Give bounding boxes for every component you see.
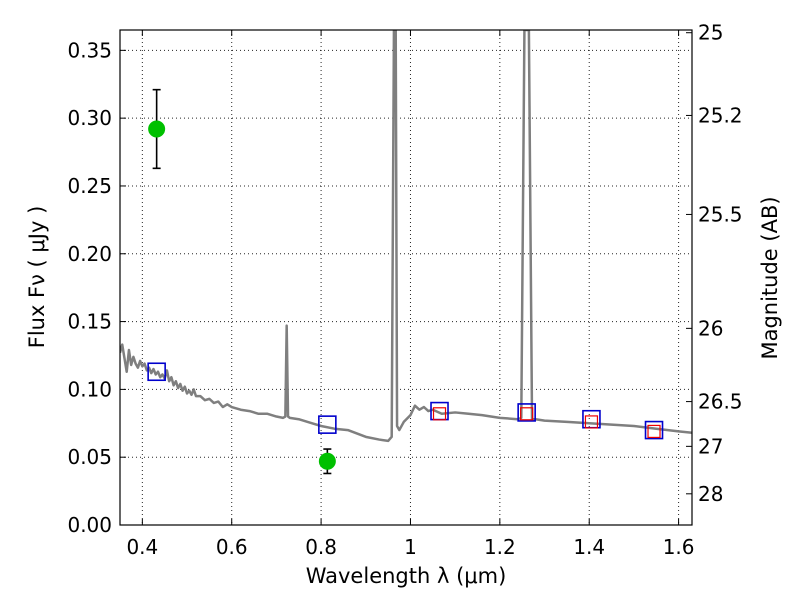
- x-tick-label: 1.4: [573, 535, 605, 559]
- y-tick-label: 0.00: [67, 513, 112, 537]
- y-tick-label: 0.05: [67, 445, 112, 469]
- model-red-square: [520, 407, 534, 421]
- model-red-square: [647, 424, 661, 439]
- y-axis-label: Flux Fν ( μJy ): [25, 206, 49, 349]
- observed-point: [318, 452, 336, 470]
- model-red-square: [584, 415, 599, 429]
- plot-frame: [119, 29, 693, 526]
- right-tick-label: 26: [698, 316, 723, 340]
- x-tick-label: 0.4: [126, 535, 158, 559]
- right-tick-label: 27: [698, 434, 723, 458]
- y-tick-label: 0.15: [67, 310, 112, 334]
- y-tick-label: 0.35: [67, 38, 112, 62]
- right-tick-label: 25.5: [698, 202, 743, 226]
- model-blue-square: [644, 420, 664, 440]
- y-tick-label: 0.30: [67, 106, 112, 130]
- x-tick-label: 0.6: [216, 535, 248, 559]
- observed-point: [148, 120, 166, 138]
- x-tick-label: 1.2: [484, 535, 516, 559]
- x-tick-label: 1.6: [663, 535, 695, 559]
- right-tick-label: 25.2: [698, 103, 743, 127]
- right-tick-label: 25: [698, 21, 723, 45]
- axis-ticks: 0.4 0.6 0.8 1 1.2 1.4 1.6 0.00 0.05 0.10 0.15 0.20 0…: [67, 21, 742, 559]
- right-axis-label: Magnitude (AB): [758, 196, 782, 359]
- model-blue-square: [318, 415, 337, 434]
- y-tick-label: 0.25: [67, 174, 112, 198]
- model-red-square: [432, 407, 447, 421]
- x-axis-label: Wavelength λ (μm): [306, 564, 507, 588]
- model-blue-square: [147, 362, 166, 382]
- plot-area: [120, 30, 692, 443]
- sed-model-line: [120, 30, 692, 443]
- right-tick-label: 28: [698, 482, 723, 506]
- y-tick-label: 0.10: [67, 377, 112, 401]
- x-tick-label: 1: [404, 535, 417, 559]
- model-blue-square: [517, 403, 536, 422]
- x-tick-label: 0.8: [305, 535, 337, 559]
- right-tick-label: 26.5: [698, 390, 743, 414]
- y-tick-label: 0.20: [67, 242, 112, 266]
- grid-lines: [120, 30, 692, 526]
- markers: [147, 88, 664, 475]
